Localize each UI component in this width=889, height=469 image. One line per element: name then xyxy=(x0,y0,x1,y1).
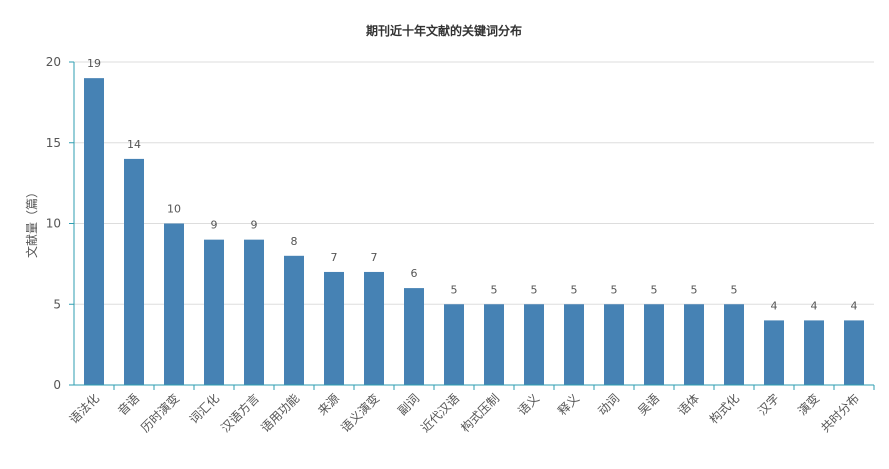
x-tick-label: 构式化 xyxy=(706,391,742,427)
x-tick-label: 释义 xyxy=(555,391,582,418)
data-label: 9 xyxy=(211,219,218,232)
bar xyxy=(724,304,744,385)
y-tick-label: 5 xyxy=(53,297,61,311)
bar xyxy=(644,304,664,385)
x-tick-label: 音语 xyxy=(115,391,143,419)
bar xyxy=(444,304,464,385)
x-tick-label: 语体 xyxy=(675,391,702,418)
data-label: 10 xyxy=(167,203,181,216)
x-tick-label: 近代汉语 xyxy=(418,391,462,435)
bar xyxy=(764,320,784,385)
x-tick-label: 吴语 xyxy=(635,391,662,418)
bar xyxy=(284,255,304,385)
x-tick-label: 来源 xyxy=(315,391,342,418)
bar xyxy=(244,239,264,385)
data-label: 19 xyxy=(87,57,101,70)
x-tick-label: 汉语方言 xyxy=(218,391,263,436)
x-tick-label: 语用功能 xyxy=(258,391,302,435)
y-tick-label: 0 xyxy=(53,378,61,392)
data-label: 5 xyxy=(691,283,698,296)
x-tick-label: 语义 xyxy=(515,391,542,418)
bar xyxy=(124,158,144,385)
data-label: 4 xyxy=(811,299,818,312)
bar xyxy=(524,304,544,385)
bar xyxy=(684,304,704,385)
data-label: 5 xyxy=(451,283,458,296)
data-label: 7 xyxy=(331,251,338,264)
x-tick-label: 副词 xyxy=(395,391,422,418)
data-label: 9 xyxy=(251,219,258,232)
y-tick-label: 20 xyxy=(46,55,61,69)
data-label: 8 xyxy=(291,235,298,248)
x-tick-label: 演变 xyxy=(795,391,823,419)
data-label: 7 xyxy=(371,251,378,264)
bar xyxy=(164,223,184,385)
bar xyxy=(404,288,424,385)
data-label: 4 xyxy=(771,299,778,312)
data-label: 4 xyxy=(851,299,858,312)
bar xyxy=(84,78,104,386)
x-tick-label: 语法化 xyxy=(67,391,102,426)
x-tick-label: 构式压制 xyxy=(458,391,503,436)
bar xyxy=(324,271,344,385)
chart-title: 期刊近十年文献的关键词分布 xyxy=(366,23,522,38)
data-label: 14 xyxy=(127,138,141,151)
y-tick-label: 15 xyxy=(46,136,61,150)
bar xyxy=(204,239,224,385)
data-label: 5 xyxy=(731,283,738,296)
bar xyxy=(604,304,624,385)
x-tick-label: 汉字 xyxy=(755,391,783,419)
bar xyxy=(844,320,864,385)
bar xyxy=(804,320,824,385)
data-label: 5 xyxy=(491,283,498,296)
x-tick-label: 历时演变 xyxy=(138,391,183,436)
data-label: 5 xyxy=(531,283,538,296)
bar xyxy=(564,304,584,385)
y-tick-label: 10 xyxy=(46,217,61,231)
x-tick-label: 动词 xyxy=(595,391,622,418)
data-label: 5 xyxy=(571,283,578,296)
x-tick-label: 词汇化 xyxy=(187,391,222,426)
data-label: 5 xyxy=(611,283,618,296)
data-label: 6 xyxy=(411,267,418,280)
gridlines xyxy=(74,61,874,305)
bar xyxy=(364,271,384,385)
x-tick-label: 语义演变 xyxy=(338,391,383,436)
y-axis-label: 文献量（篇） xyxy=(24,186,39,258)
bars xyxy=(84,78,864,386)
bar xyxy=(484,304,504,385)
x-tick-label: 共时分布 xyxy=(818,391,862,435)
data-labels: 19 14 10 9 9 8 7 7 6 5 5 5 5 5 5 5 5 4 4 4 xyxy=(87,57,858,312)
data-label: 5 xyxy=(651,283,658,296)
